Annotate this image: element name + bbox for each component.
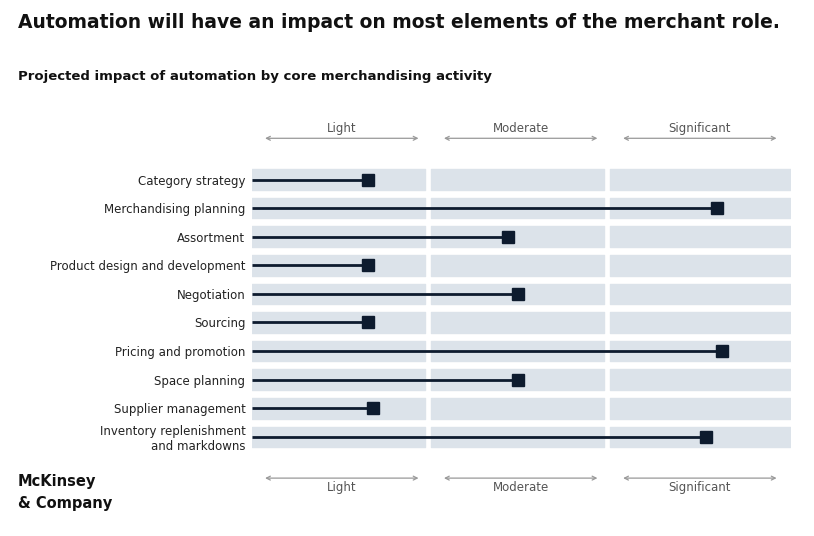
Text: & Company: & Company [18, 496, 112, 511]
Text: Projected impact of automation by core merchandising activity: Projected impact of automation by core m… [18, 70, 492, 83]
Text: Moderate: Moderate [492, 481, 549, 494]
Text: Automation will have an impact on most elements of the merchant role.: Automation will have an impact on most e… [18, 13, 780, 32]
Text: Significant: Significant [668, 481, 731, 494]
Text: McKinsey: McKinsey [18, 474, 96, 489]
Text: Light: Light [327, 481, 357, 494]
Text: Light: Light [327, 122, 357, 135]
Text: Significant: Significant [668, 122, 731, 135]
Text: Moderate: Moderate [492, 122, 549, 135]
